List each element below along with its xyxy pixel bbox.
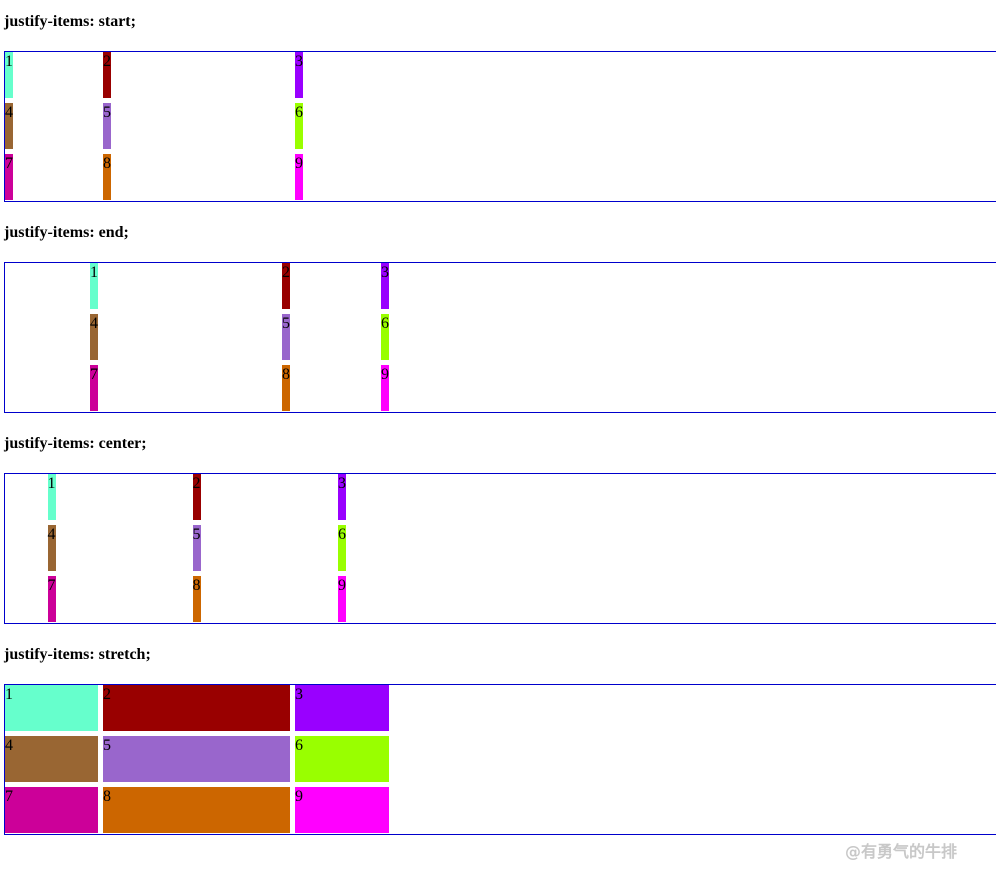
grid-item: 8 (103, 787, 290, 833)
grid-item: 1 (5, 685, 98, 731)
grid-item: 2 (282, 263, 290, 309)
grid-container: 1 2 3 4 5 6 7 8 9 (4, 262, 996, 413)
grid-item: 6 (295, 736, 389, 782)
grid-item: 7 (90, 365, 98, 411)
grid-item: 2 (192, 474, 201, 520)
demo-section: justify-items: center; 1 2 3 4 5 6 7 8 9 (4, 422, 996, 633)
grid-item: 7 (5, 787, 98, 833)
grid-item: 5 (103, 736, 290, 782)
demo-section: justify-items: start; 1 2 3 4 5 6 7 8 9 (4, 0, 996, 211)
grid-item: 8 (192, 576, 201, 622)
grid-item: 9 (295, 154, 303, 200)
grid-item: 5 (192, 525, 201, 571)
grid-item: 3 (338, 474, 346, 520)
grid-item: 9 (338, 576, 346, 622)
grid-item: 9 (295, 787, 389, 833)
grid-item: 1 (90, 263, 98, 309)
grid-item: 5 (282, 314, 290, 360)
section-heading: justify-items: start; (4, 13, 136, 30)
grid-item: 1 (5, 52, 13, 98)
demo-list: justify-items: start; 1 2 3 4 5 6 7 8 9 justify-it… (4, 0, 996, 844)
grid-item: 2 (103, 685, 290, 731)
watermark: @有勇气的牛排 (845, 842, 958, 861)
grid-item: 1 (47, 474, 56, 520)
demo-section: justify-items: end; 1 2 3 4 5 6 7 8 9 (4, 211, 996, 422)
grid-item: 3 (295, 685, 389, 731)
section-heading: justify-items: center; (4, 435, 147, 452)
section-heading: justify-items: end; (4, 224, 129, 241)
grid-item: 4 (47, 525, 56, 571)
grid-item: 2 (103, 52, 111, 98)
grid-item: 8 (103, 154, 111, 200)
demo-section: justify-items: stretch; 1 2 3 4 5 6 7 8 9 (4, 633, 996, 844)
grid-item: 7 (5, 154, 13, 200)
grid-item: 5 (103, 103, 111, 149)
grid-container: 1 2 3 4 5 6 7 8 9 (4, 473, 996, 624)
section-heading: justify-items: stretch; (4, 646, 151, 663)
grid-container: 1 2 3 4 5 6 7 8 9 (4, 51, 996, 202)
grid-item: 9 (381, 365, 389, 411)
grid-item: 6 (338, 525, 346, 571)
grid-item: 4 (5, 103, 13, 149)
grid-item: 4 (5, 736, 98, 782)
grid-item: 3 (381, 263, 389, 309)
grid-item: 8 (282, 365, 290, 411)
grid-item: 6 (381, 314, 389, 360)
grid-item: 6 (295, 103, 303, 149)
grid-item: 7 (47, 576, 56, 622)
grid-item: 3 (295, 52, 303, 98)
grid-item: 4 (90, 314, 98, 360)
